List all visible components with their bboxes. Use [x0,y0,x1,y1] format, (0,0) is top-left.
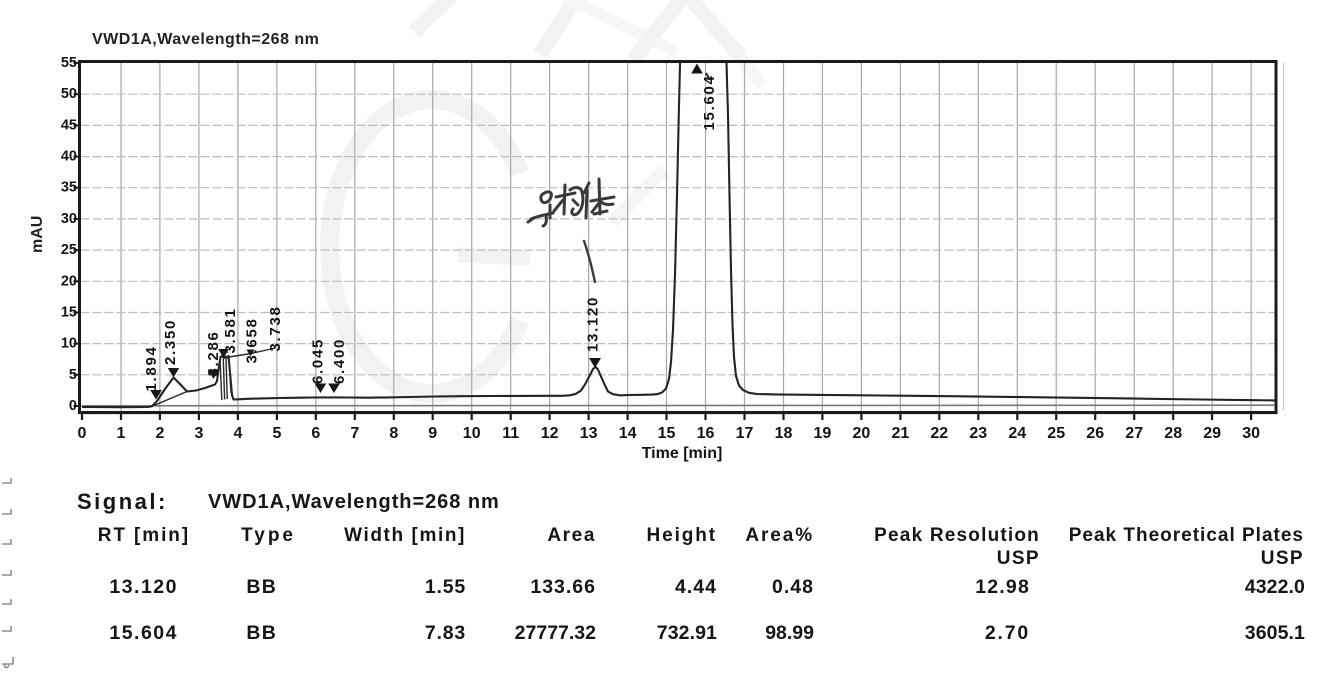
svg-text:6: 6 [311,425,320,442]
svg-text:1.894: 1.894 [143,345,160,391]
svg-text:9: 9 [428,425,437,442]
svg-text:55: 55 [61,55,77,71]
svg-text:4: 4 [233,425,242,442]
svg-text:22: 22 [930,425,948,442]
svg-text:21: 21 [892,425,910,442]
svg-text:14: 14 [619,425,637,442]
svg-text:30: 30 [1242,425,1260,442]
svg-text:20: 20 [61,273,77,289]
svg-text:6.400: 6.400 [331,338,348,384]
svg-text:3.658: 3.658 [244,317,261,363]
svg-text:mAU: mAU [29,216,46,253]
svg-text:2.350: 2.350 [162,319,179,365]
svg-text:45: 45 [61,117,77,133]
svg-text:1: 1 [117,425,126,442]
svg-text:VWD1A,Wavelength=268 nm: VWD1A,Wavelength=268 nm [92,31,319,48]
svg-text:24: 24 [1008,425,1026,442]
svg-text:25: 25 [61,242,77,258]
svg-text:10: 10 [61,336,77,352]
svg-text:23: 23 [969,425,987,442]
svg-text:0: 0 [69,398,77,414]
svg-text:18: 18 [775,425,793,442]
svg-text:17: 17 [736,425,754,442]
svg-text:30: 30 [61,211,77,227]
svg-text:5: 5 [272,425,281,442]
svg-text:50: 50 [61,86,77,102]
svg-text:15: 15 [658,425,676,442]
svg-text:13.120: 13.120 [585,296,602,352]
svg-text:26: 26 [1086,425,1104,442]
svg-text:15: 15 [61,305,77,321]
svg-text:16: 16 [697,425,715,442]
svg-text:15.604: 15.604 [701,74,718,130]
svg-text:3: 3 [194,425,203,442]
svg-text:11: 11 [502,425,519,442]
svg-text:3.738: 3.738 [267,305,284,351]
svg-text:12: 12 [541,425,559,442]
svg-text:3.286: 3.286 [205,330,222,376]
svg-text:13: 13 [580,425,598,442]
svg-text:10: 10 [463,425,481,442]
svg-text:27: 27 [1125,425,1143,442]
svg-text:20: 20 [853,425,871,442]
svg-text:40: 40 [61,149,77,165]
svg-text:29: 29 [1203,425,1221,442]
svg-text:6.045: 6.045 [310,338,327,384]
svg-text:Time [min]: Time [min] [642,445,723,462]
svg-text:5: 5 [69,367,77,383]
svg-text:35: 35 [61,180,77,196]
svg-text:7: 7 [350,425,359,442]
svg-text:3.581: 3.581 [222,307,239,353]
svg-text:8: 8 [389,425,398,442]
svg-text:0: 0 [78,425,87,442]
svg-text:2: 2 [155,425,164,442]
svg-text:19: 19 [814,425,832,442]
svg-text:25: 25 [1047,425,1065,442]
svg-text:28: 28 [1164,425,1182,442]
